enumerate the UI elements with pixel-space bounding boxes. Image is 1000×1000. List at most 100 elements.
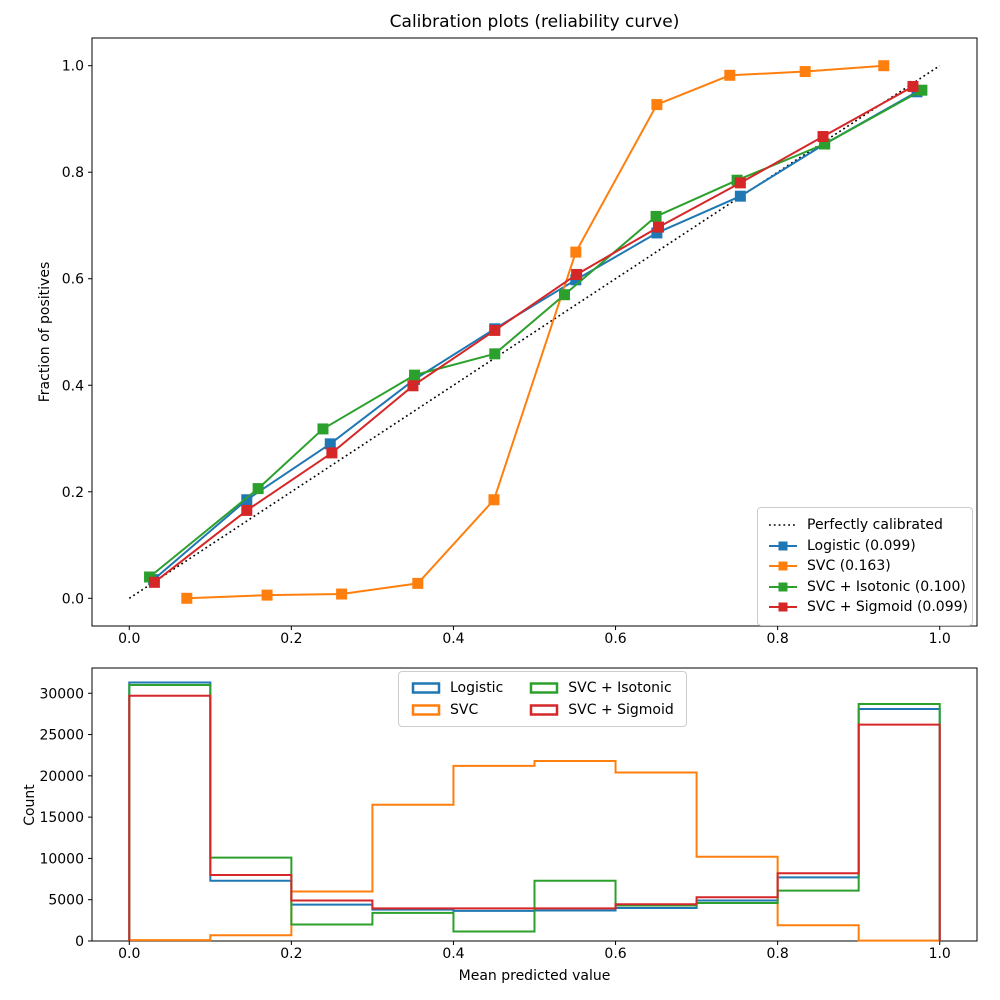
- histogram-step-svc: [128, 759, 941, 942]
- line-marker-handle-icon: [768, 600, 798, 614]
- x-tick-label: 0.2: [280, 631, 302, 647]
- y-tick-label: 5000: [48, 893, 84, 909]
- x-tick-label: 0.0: [118, 946, 140, 962]
- legend-label: Logistic: [450, 680, 504, 696]
- y-tick-label: 1.0: [62, 59, 84, 75]
- histogram-x-axis-label: Mean predicted value: [458, 968, 611, 984]
- series-marker-svc-0-163: [878, 60, 890, 72]
- series-marker-svc-sigmoid-0-099: [326, 447, 338, 459]
- series-marker-svc-0-163: [488, 494, 500, 506]
- series-line-svc-0-163: [186, 64, 884, 600]
- series-marker-svc-isotonic-0-100: [252, 483, 264, 495]
- x-tick-label: 0.8: [766, 946, 788, 962]
- series-marker-logistic-0-099: [651, 227, 663, 239]
- legend-item-svc-sigmoid: SVC + Sigmoid: [529, 699, 674, 721]
- legend-label: SVC: [450, 702, 479, 718]
- histogram-legend: Logistic SVC SVC + Isotonic SVC + Sigmoi…: [398, 671, 687, 727]
- x-tick-label: 0.4: [442, 631, 464, 647]
- histogram-step-svc-sigmoid: [128, 694, 941, 941]
- histogram-axes-box: [91, 667, 978, 942]
- series-marker-svc-0-163: [570, 246, 582, 258]
- reference-line-perfectly-calibrated: [128, 65, 941, 599]
- y-tick-label: 0.6: [62, 272, 84, 288]
- legend-item-logistic: Logistic: [411, 677, 503, 699]
- calibration-y-axis-label: Fraction of positives: [37, 261, 53, 403]
- series-marker-svc-isotonic-0-100: [819, 138, 831, 150]
- legend-item-logistic: Logistic (0.099): [768, 536, 962, 557]
- series-marker-svc-sigmoid-0-099: [407, 380, 419, 392]
- dotted-line-handle-icon: [768, 518, 798, 532]
- legend-label: Perfectly calibrated: [807, 517, 943, 534]
- hollow-rect-handle-icon: [411, 681, 441, 695]
- calibration-legend: Perfectly calibrated Logistic (0.099) SV…: [757, 507, 973, 626]
- chart-title: Calibration plots (reliability curve): [389, 12, 680, 32]
- legend-label: SVC + Sigmoid (0.099): [807, 599, 968, 616]
- series-marker-svc-0-163: [799, 66, 811, 78]
- legend-label: SVC + Isotonic: [568, 680, 672, 696]
- series-marker-svc-sigmoid-0-099: [907, 80, 919, 92]
- series-marker-svc-isotonic-0-100: [317, 423, 329, 435]
- x-tick-label: 0.8: [766, 631, 788, 647]
- series-line-svc-sigmoid-0-099: [153, 85, 914, 584]
- series-marker-svc-isotonic-0-100: [916, 84, 928, 96]
- y-tick-label: 0.8: [62, 165, 84, 181]
- series-line-svc-isotonic-0-100: [148, 89, 923, 578]
- calibration-plot: 0.0 0.2 0.4 0.6 0.8 1.0 0.0 0.2 0.4 0.6 0.8 1.0: [62, 37, 978, 647]
- x-tick-label: 1.0: [929, 631, 951, 647]
- legend-label: SVC + Sigmoid: [568, 702, 674, 718]
- legend-item-perfectly-calibrated: Perfectly calibrated: [768, 515, 962, 536]
- line-marker-handle-icon: [768, 580, 798, 594]
- legend-label: Logistic (0.099): [807, 537, 916, 554]
- hollow-rect-handle-icon: [529, 703, 559, 717]
- series-marker-svc-0-163: [651, 99, 663, 111]
- series-marker-svc-0-163: [336, 588, 348, 600]
- legend-item-svc: SVC (0.163): [768, 556, 962, 577]
- series-marker-svc-sigmoid-0-099: [734, 177, 746, 189]
- y-tick-label: 0: [75, 934, 84, 950]
- x-tick-label: 0.6: [604, 946, 626, 962]
- legend-label: SVC (0.163): [807, 558, 891, 575]
- series-marker-svc-sigmoid-0-099: [817, 131, 829, 143]
- series-line-logistic-0-099: [152, 90, 918, 581]
- y-tick-label: 30000: [39, 686, 84, 702]
- series-marker-logistic-0-099: [324, 438, 336, 450]
- series-marker-svc-sigmoid-0-099: [571, 268, 583, 280]
- y-tick-label: 0.4: [62, 378, 84, 394]
- series-marker-svc-0-163: [181, 592, 193, 604]
- y-tick-label: 25000: [39, 728, 84, 744]
- legend-item-svc-isotonic: SVC + Isotonic (0.100): [768, 577, 966, 598]
- series-marker-svc-0-163: [261, 589, 273, 601]
- legend-item-svc-isotonic: SVC + Isotonic: [529, 677, 674, 699]
- series-marker-logistic-0-099: [241, 494, 253, 506]
- series-marker-svc-0-163: [412, 577, 424, 589]
- hollow-rect-handle-icon: [529, 681, 559, 695]
- series-marker-svc-isotonic-0-100: [489, 348, 501, 360]
- histogram-y-axis-label: Count: [22, 784, 38, 826]
- y-tick-label: 10000: [39, 851, 84, 867]
- legend-item-svc-sigmoid: SVC + Sigmoid (0.099): [768, 597, 968, 618]
- x-tick-label: 0.6: [604, 631, 626, 647]
- legend-item-svc: SVC: [411, 699, 503, 721]
- hollow-rect-handle-icon: [411, 703, 441, 717]
- legend-label: SVC + Isotonic (0.100): [807, 578, 966, 595]
- x-tick-label: 1.0: [929, 946, 951, 962]
- series-marker-svc-isotonic-0-100: [409, 369, 421, 381]
- x-tick-label: 0.0: [118, 631, 140, 647]
- x-tick-label: 0.4: [442, 946, 464, 962]
- series-marker-svc-sigmoid-0-099: [148, 576, 160, 588]
- series-marker-svc-isotonic-0-100: [558, 289, 570, 301]
- series-marker-svc-sigmoid-0-099: [489, 324, 501, 336]
- y-tick-label: 20000: [39, 769, 84, 785]
- series-marker-logistic-0-099: [734, 190, 746, 202]
- y-tick-label: 0.2: [62, 485, 84, 501]
- series-marker-svc-sigmoid-0-099: [241, 504, 253, 516]
- x-tick-label: 0.2: [280, 946, 302, 962]
- line-marker-handle-icon: [768, 539, 798, 553]
- line-marker-handle-icon: [768, 559, 798, 573]
- series-marker-svc-0-163: [724, 69, 736, 81]
- histogram-step-svc-isotonic: [128, 684, 941, 941]
- calibration-axes-box: [91, 37, 978, 627]
- y-tick-label: 0.0: [62, 591, 84, 607]
